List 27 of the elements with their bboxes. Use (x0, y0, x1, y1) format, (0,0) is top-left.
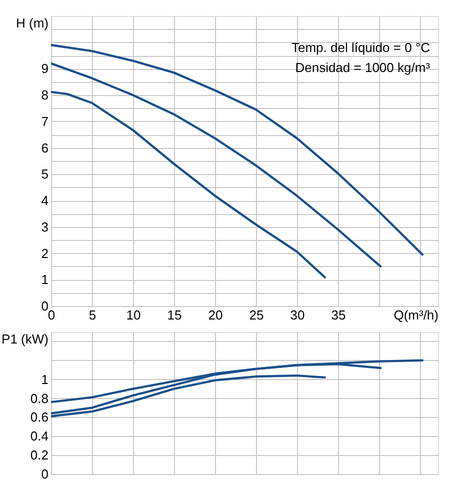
y-axis-title: P1 (kW) (2, 332, 48, 346)
y-tick-label: 9 (41, 61, 48, 76)
x-tick-label: 5 (88, 308, 96, 322)
y-tick-label: 0 (41, 466, 48, 482)
y-tick-label: 1 (41, 272, 48, 288)
x-tick-label: 20 (208, 308, 223, 322)
x-tick-label: 15 (167, 308, 182, 322)
y-tick-label: 0.6 (30, 410, 48, 425)
y-tick-label: 6 (41, 140, 48, 156)
x-tick-label: 35 (331, 308, 346, 322)
y-tick-label: 0.4 (30, 428, 48, 444)
x-axis-title: Q(m³/h) (394, 308, 438, 322)
y-tick-label: 7 (41, 114, 48, 129)
y-tick-label: 1 (41, 372, 48, 387)
x-tick-label: 30 (290, 308, 305, 322)
y-tick-label: 4 (41, 193, 48, 208)
annotation: Densidad = 1000 kg/m³ (295, 60, 431, 75)
y-tick-label: 8 (41, 88, 48, 103)
x-tick-label: 25 (249, 308, 264, 322)
y-tick-label: 3 (41, 219, 48, 234)
y-axis-title: H (m) (16, 16, 48, 30)
y-tick-label: 5 (41, 166, 48, 182)
y-tick-label: 2 (41, 246, 48, 261)
y-tick-label: 0.2 (30, 448, 48, 463)
y-tick-label: 0.8 (30, 390, 48, 406)
x-tick-label: 10 (126, 308, 141, 322)
annotation: Temp. del líquido = 0 °C (291, 40, 430, 55)
